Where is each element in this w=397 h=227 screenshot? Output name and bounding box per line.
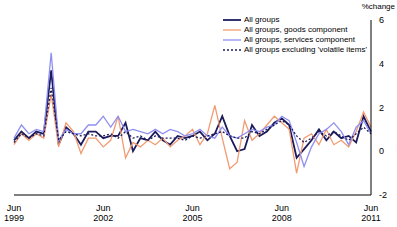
svg-text:Jun2002: Jun2002	[93, 203, 113, 223]
svg-text:0: 0	[379, 146, 384, 156]
svg-text:Jun2011: Jun2011	[361, 203, 380, 223]
svg-text:-2: -2	[379, 190, 387, 200]
html-text:All groups, services component: All groups, services component	[243, 35, 355, 44]
svg-text:Jun1999: Jun1999	[8, 203, 24, 223]
svg-text:2: 2	[379, 103, 384, 113]
html-text:%change: %change	[361, 2, 395, 11]
svg-text:4: 4	[379, 59, 384, 69]
svg-text:6: 6	[379, 15, 384, 25]
html-text:All groups excluding 'volatile: All groups excluding 'volatile items'	[243, 45, 367, 54]
html-text:All groups: All groups	[243, 15, 280, 24]
html-text:All groups, goods component: All groups, goods component	[243, 25, 348, 34]
svg-text:Jun2008: Jun2008	[272, 203, 292, 223]
svg-text:Jun2005: Jun2005	[182, 203, 202, 223]
